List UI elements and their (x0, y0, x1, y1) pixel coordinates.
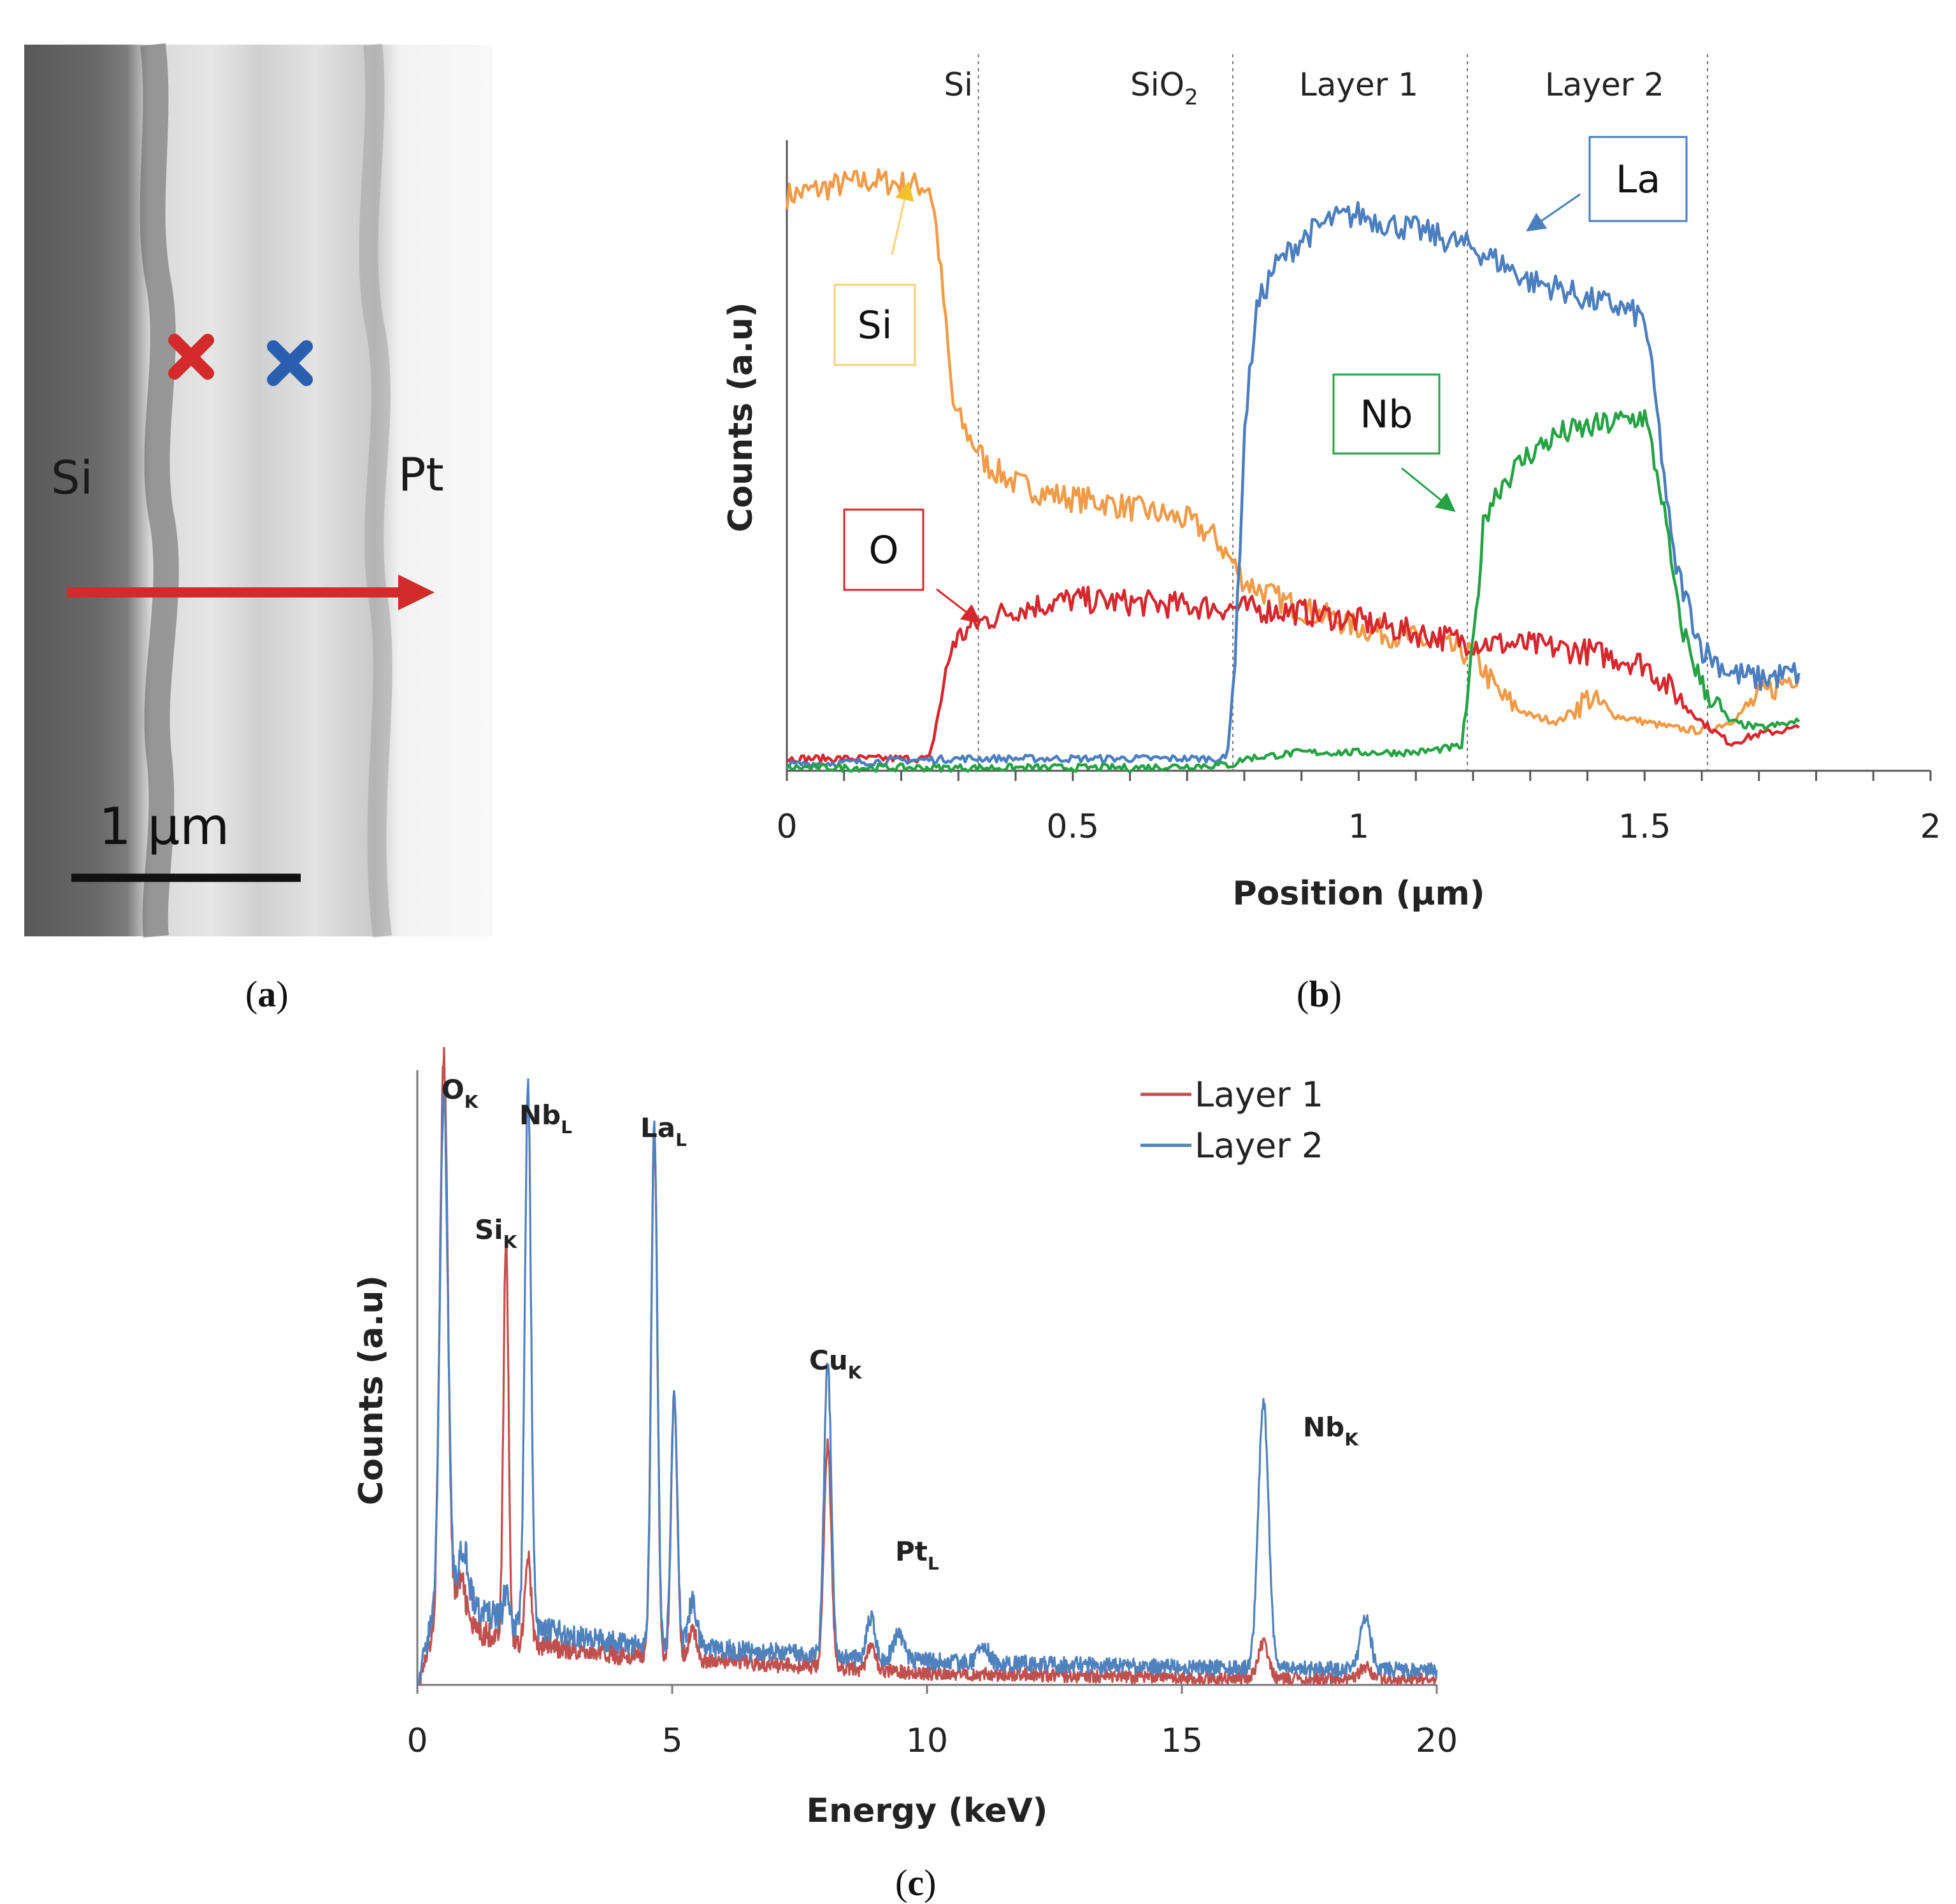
spectrum-legend: Layer 1 Layer 2 (1140, 1075, 1323, 1166)
spectrum-x-tick-label: 15 (1161, 1722, 1203, 1760)
pt-interface-edge (359, 43, 392, 938)
scale-bar-label: 1 μm (99, 797, 229, 856)
spectrum-line-layer-1 (417, 1047, 1438, 1686)
panel-label-a-letter: a (257, 973, 276, 1015)
panel-label-b: (b) (1297, 973, 1342, 1015)
region-label-si: Si (944, 66, 973, 103)
blue-cross-marker-stroke-2 (267, 340, 313, 386)
linescan-x-tick-label: 1.5 (1618, 808, 1671, 846)
callout-box-la (1588, 136, 1688, 222)
peak-label-nbl: NbL (519, 1099, 572, 1138)
callout-arrow-la (1526, 193, 1581, 232)
callout-arrow-nb (1401, 467, 1456, 512)
spectrum-line-layer-2 (417, 1078, 1438, 1686)
peak-label-cuk: CuK (809, 1345, 863, 1383)
panel-label-b-letter: b (1309, 973, 1329, 1015)
spectrum-x-axis-title: Energy (keV) (807, 1792, 1048, 1830)
legend-label-layer-1: Layer 1 (1195, 1075, 1323, 1115)
callout-box-nb (1332, 373, 1441, 455)
region-label-layer-1: Layer 1 (1299, 66, 1418, 103)
linescan-x-tick-label: 1 (1348, 808, 1369, 846)
linescan-x-tick-label: 2 (1920, 808, 1941, 846)
peak-label-lal: LaL (640, 1112, 687, 1150)
red-cross-marker (168, 334, 214, 380)
callout-label-si: Si (858, 303, 893, 348)
linescan-y-axis-title: Counts (a.u) (722, 302, 760, 532)
linescan-x-tick-label: 0 (776, 808, 797, 846)
series-line-si (785, 168, 1801, 736)
linescan-arrow-head (398, 575, 435, 610)
spectrum-x-tick-label: 5 (661, 1722, 682, 1760)
sem-image-panel: Si Pt 1 μm (24, 43, 493, 938)
region-label-sio2: SiO2 (1130, 66, 1198, 110)
linescan-x-axis-title: Position (μm) (1232, 875, 1485, 913)
callout-label-la: La (1616, 157, 1660, 202)
panel-label-c: (c) (895, 1862, 936, 1903)
si-interface-edge (140, 43, 179, 938)
panel-label-a: (a) (245, 973, 289, 1015)
peak-label-sik: SiK (475, 1214, 518, 1252)
red-cross-marker-stroke-2 (168, 334, 214, 380)
spectrum-y-axis-title: Counts (a.u) (352, 1275, 391, 1505)
legend-label-layer-2: Layer 2 (1195, 1126, 1323, 1166)
linescan-arrow (67, 575, 435, 610)
blue-cross-marker (267, 340, 313, 386)
series-line-o (786, 585, 1801, 764)
spectrum-x-tick-label: 10 (906, 1722, 948, 1760)
region-label-layer-2: Layer 2 (1545, 66, 1664, 103)
callout-arrow-si (891, 181, 914, 255)
panel-label-c-letter: c (907, 1862, 924, 1903)
linescan-x-tick-label: 0.5 (1046, 808, 1099, 846)
series-line-la (786, 201, 1801, 769)
peak-label-ptl: PtL (895, 1536, 939, 1574)
callout-label-o: O (868, 528, 898, 573)
peak-label-ok: OK (442, 1074, 479, 1112)
callout-label-nb: Nb (1360, 392, 1413, 437)
spectrum-chart: 0 5 10 15 20 Energy (keV) Counts (a.u) OK SiK NbL… (352, 1047, 1458, 1830)
spectrum-x-tick-label: 20 (1416, 1722, 1458, 1760)
callout-box-o (843, 508, 924, 591)
sem-label-pt: Pt (398, 448, 444, 501)
sem-micrograph (24, 45, 493, 936)
spectrum-x-tick-label: 0 (406, 1722, 428, 1760)
series-line-nb (786, 409, 1801, 773)
sem-label-si: Si (51, 451, 93, 505)
peak-label-nbk: NbK (1303, 1412, 1359, 1450)
linescan-chart: 0 0.5 1 1.5 2 Position (μm) Counts (a.u) Si SiO2… (722, 54, 1941, 913)
callout-arrow-o (936, 588, 981, 624)
callout-box-si (833, 283, 916, 366)
